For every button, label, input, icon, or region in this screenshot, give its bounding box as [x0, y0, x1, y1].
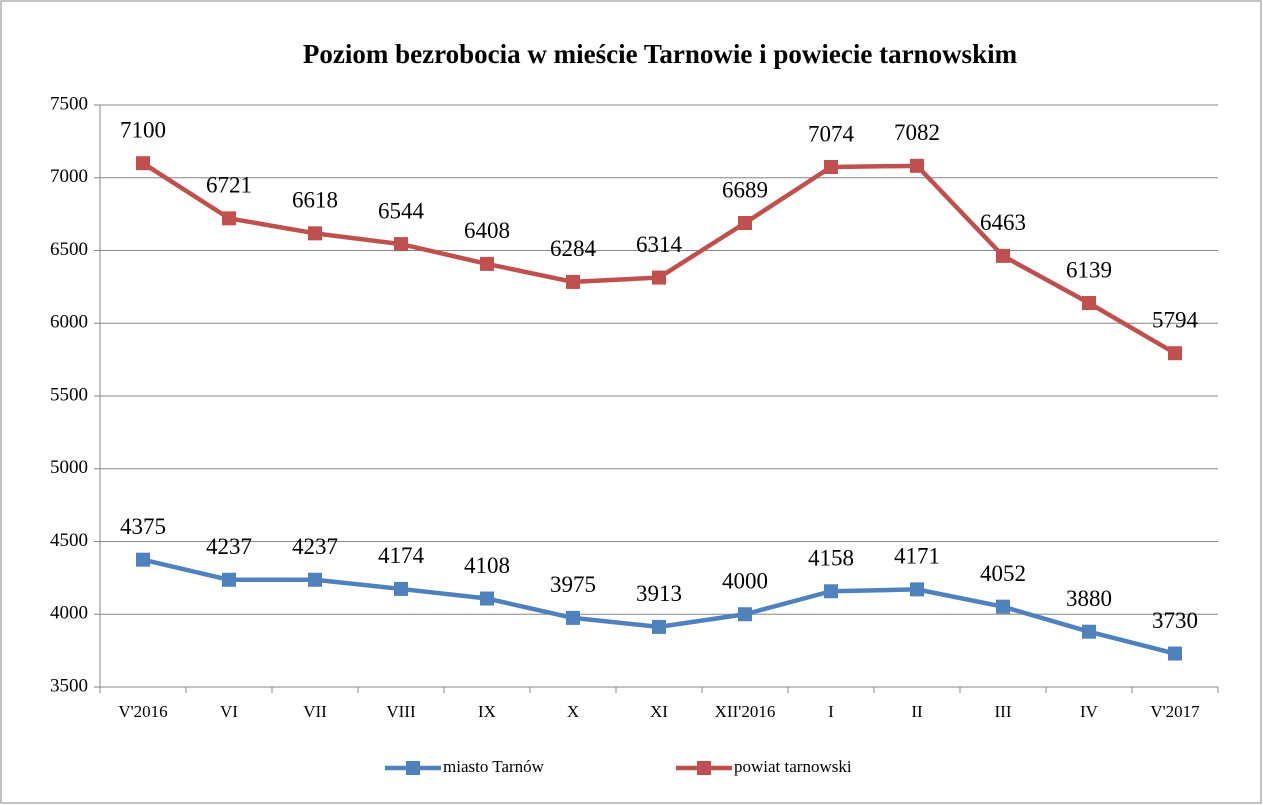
point-marker [824, 159, 838, 174]
point-marker [308, 226, 322, 241]
data-label: 4375 [120, 514, 166, 539]
legend-label: powiat tarnowski [734, 757, 852, 776]
point-marker [738, 216, 752, 231]
point-marker [308, 572, 322, 587]
point-marker [136, 552, 150, 567]
data-label: 3975 [550, 572, 596, 597]
point-marker [394, 581, 408, 596]
y-tick-label: 4000 [50, 603, 88, 624]
data-label: 5794 [1152, 308, 1199, 333]
data-label: 6689 [722, 177, 768, 202]
data-label: 6618 [292, 188, 338, 213]
chart-title: Poziom bezrobocia w mieście Tarnowie i p… [303, 39, 1018, 69]
x-tick-label: IV [1080, 702, 1099, 721]
x-tick-label: II [911, 702, 923, 721]
data-label: 7074 [808, 121, 855, 146]
x-tick-label: X [567, 702, 579, 721]
point-marker [222, 572, 236, 587]
point-marker [1168, 646, 1182, 661]
data-label: 4171 [894, 544, 940, 569]
x-tick-label: VIII [386, 702, 416, 721]
data-label: 4237 [206, 534, 252, 559]
point-marker [566, 274, 580, 289]
x-tick-label: V'2016 [118, 702, 167, 721]
point-marker [824, 584, 838, 599]
legend-marker [697, 761, 711, 775]
data-label: 3730 [1152, 608, 1198, 633]
x-tick-label: VII [303, 702, 327, 721]
point-marker [996, 599, 1010, 614]
y-tick-label: 4500 [50, 530, 88, 551]
point-marker [652, 270, 666, 285]
point-marker [1082, 296, 1096, 311]
y-tick-label: 6500 [50, 239, 88, 260]
point-marker [480, 591, 494, 606]
legend-label: miasto Tarnów [443, 757, 545, 776]
data-label: 6139 [1066, 257, 1112, 282]
data-label: 3880 [1066, 586, 1112, 611]
point-marker [222, 211, 236, 226]
y-tick-label: 7500 [50, 93, 88, 114]
point-marker [480, 256, 494, 271]
legend-marker [406, 761, 420, 775]
data-label: 6284 [550, 236, 597, 261]
x-tick-label: IX [478, 702, 496, 721]
data-label: 3913 [636, 581, 682, 606]
x-tick-label: V'2017 [1150, 702, 1200, 721]
y-tick-label: 5500 [50, 384, 88, 405]
point-marker [1082, 624, 1096, 639]
y-tick-label: 3500 [50, 675, 88, 696]
data-label: 7100 [120, 117, 166, 142]
data-label: 6721 [206, 173, 252, 198]
y-tick-label: 7000 [50, 166, 88, 187]
point-marker [652, 619, 666, 634]
data-label: 6544 [378, 198, 425, 223]
x-tick-label: XI [650, 702, 668, 721]
point-marker [910, 582, 924, 597]
data-label: 4052 [980, 561, 1026, 586]
data-label: 7082 [894, 120, 940, 145]
point-marker [566, 610, 580, 625]
data-label: 4158 [808, 546, 854, 571]
point-marker [136, 156, 150, 171]
data-label: 6314 [636, 232, 683, 257]
y-tick-label: 5000 [50, 457, 88, 478]
point-marker [394, 237, 408, 252]
point-marker [996, 248, 1010, 263]
x-tick-label: XII'2016 [715, 702, 776, 721]
data-label: 6463 [980, 210, 1026, 235]
y-tick-label: 6000 [50, 312, 88, 333]
data-label: 4237 [292, 534, 338, 559]
point-marker [738, 607, 752, 622]
point-marker [1168, 346, 1182, 361]
point-marker [910, 158, 924, 173]
x-tick-label: VI [220, 702, 238, 721]
x-tick-label: I [828, 702, 834, 721]
data-label: 6408 [464, 218, 510, 243]
data-label: 4174 [378, 543, 425, 568]
data-label: 4000 [722, 569, 768, 594]
x-tick-label: III [995, 702, 1012, 721]
data-label: 4108 [464, 553, 510, 578]
